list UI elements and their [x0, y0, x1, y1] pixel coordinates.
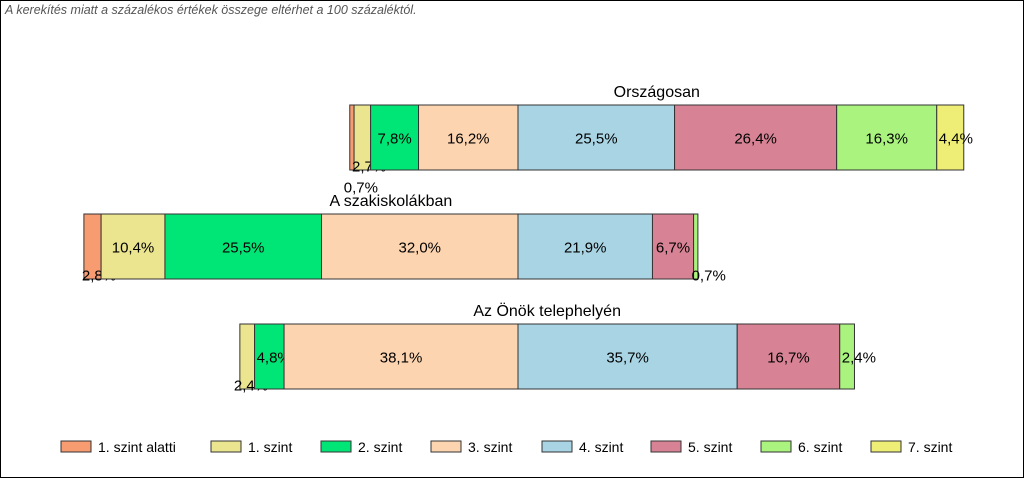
data-label: 2,4%	[842, 350, 876, 367]
data-label: 38,1%	[380, 350, 423, 367]
bar-segment	[517, 213, 653, 280]
data-label: 21,9%	[564, 240, 607, 257]
data-label: 32,0%	[398, 240, 441, 257]
group-title: Országosan	[614, 84, 700, 101]
data-label: 0,7%	[344, 180, 378, 197]
bar-segment	[283, 323, 519, 390]
legend-label: 3. szint	[468, 439, 512, 455]
data-label: 25,5%	[222, 240, 265, 257]
bar-segment	[674, 104, 838, 171]
bar-segment	[736, 323, 841, 390]
group-title: Az Önök telephelyén	[473, 302, 621, 320]
legend-swatch	[541, 440, 573, 453]
legend-swatch	[760, 440, 792, 453]
data-label: 16,3%	[865, 131, 908, 148]
legend-swatch	[870, 440, 902, 453]
legend-swatch	[430, 440, 462, 453]
bar-segment	[936, 104, 965, 171]
bar-segment	[321, 213, 519, 280]
bar-segment	[100, 213, 166, 280]
rounding-note: A kerekítés miatt a százalékos értékek ö…	[5, 3, 417, 17]
bar-segment	[164, 213, 323, 280]
data-label: 6,7%	[656, 240, 690, 257]
group-title: A szakiskolákban	[330, 193, 453, 210]
bar-segment	[517, 323, 738, 390]
data-label: 35,7%	[606, 350, 649, 367]
legend-label: 2. szint	[358, 439, 402, 455]
data-label: 10,4%	[112, 240, 155, 257]
legend-swatch	[320, 440, 352, 453]
data-label: 4,4%	[939, 131, 973, 148]
bar-segment	[370, 104, 420, 171]
data-label: 26,4%	[734, 131, 777, 148]
legend-label: 4. szint	[579, 439, 623, 455]
legend-swatch	[650, 440, 682, 453]
bar-segment	[254, 323, 285, 390]
legend-swatch	[210, 440, 242, 453]
legend-label: 6. szint	[798, 439, 842, 455]
bar-segment	[693, 213, 699, 280]
legend-label: 1. szint alatti	[98, 439, 176, 455]
data-label: 4,8%	[257, 350, 291, 367]
bar-segment	[651, 213, 695, 280]
legend-label: 7. szint	[908, 439, 952, 455]
data-label: 25,5%	[575, 131, 618, 148]
data-label: 16,2%	[447, 131, 490, 148]
legend-label: 5. szint	[688, 439, 732, 455]
data-label: 0,7%	[692, 268, 726, 285]
legend-label: 1. szint	[248, 439, 292, 455]
data-label: 16,7%	[767, 350, 810, 367]
legend-swatch	[60, 440, 92, 453]
bar-segment	[839, 323, 855, 390]
data-label: 7,8%	[377, 131, 411, 148]
